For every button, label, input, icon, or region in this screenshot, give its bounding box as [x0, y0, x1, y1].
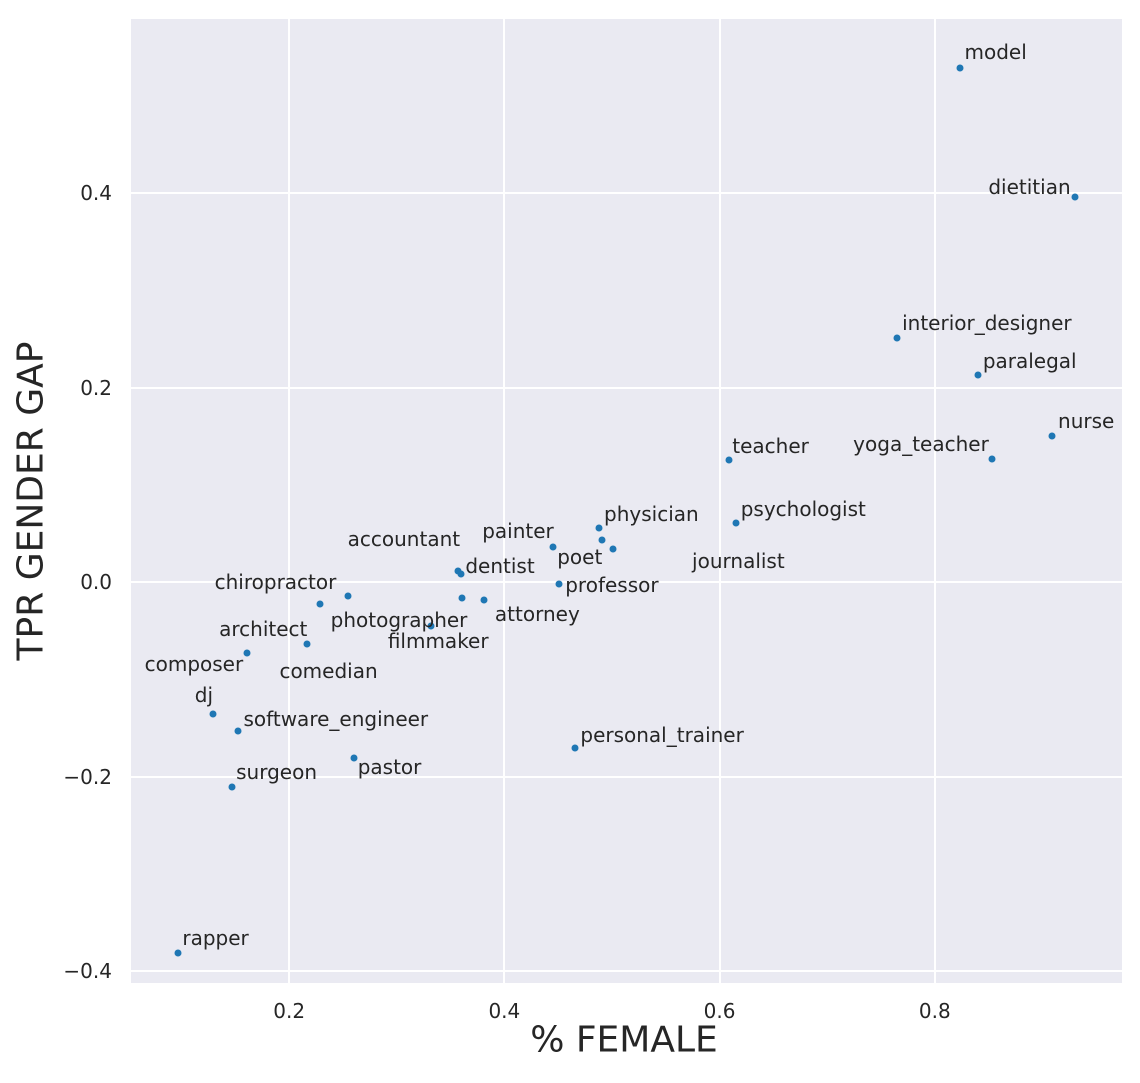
plot-area: model dietitian interior_designer paralegal… — [131, 19, 1122, 983]
data-point-nurse — [1048, 432, 1056, 440]
x-axis-label: % FEMALE — [530, 1019, 718, 1061]
point-label-attorney: attorney — [494, 601, 580, 626]
data-point-interior_designer — [893, 334, 901, 342]
data-point-psychologist — [732, 519, 740, 527]
data-point-accountant — [454, 567, 462, 575]
point-label-software_engineer: software_engineer — [243, 707, 429, 732]
data-point-photographer — [458, 594, 466, 602]
y-tick-label: −0.4 — [63, 959, 112, 984]
y-tick-label: 0.2 — [80, 375, 112, 400]
data-point-model — [956, 64, 964, 72]
point-label-dietitian: dietitian — [988, 175, 1071, 199]
y-tick-label: 0.4 — [80, 181, 112, 206]
data-point-chiropractor — [344, 592, 352, 600]
point-label-surgeon: surgeon — [236, 759, 318, 784]
point-label-professor: professor — [565, 573, 659, 598]
x-tick-label: 0.6 — [703, 999, 736, 1023]
data-point-dj — [209, 710, 217, 718]
data-point-professor — [555, 580, 563, 588]
data-point-software_engineer — [234, 727, 242, 735]
data-point-filmmaker — [427, 622, 435, 630]
data-point-teacher — [725, 456, 733, 464]
data-point-paralegal — [974, 371, 982, 379]
y-tick-label: 0.0 — [80, 570, 112, 595]
gridline-y-−0.4 — [131, 970, 1122, 973]
gridline-x-0.2 — [288, 19, 291, 983]
x-tick-label: 0.4 — [488, 999, 521, 1023]
point-label-photographer: photographer — [330, 607, 468, 632]
gridline-y-−0.2 — [131, 775, 1122, 778]
data-point-surgeon — [228, 783, 236, 790]
data-point-physician — [595, 524, 603, 532]
data-point-personal_trainer — [571, 744, 579, 752]
point-label-psychologist: psychologist — [740, 496, 866, 521]
point-label-architect: architect — [219, 616, 308, 641]
gridline-x-0.6 — [718, 19, 721, 983]
point-label-dentist: dentist — [465, 554, 535, 579]
data-point-comedian — [303, 640, 311, 647]
point-label-filmmaker: filmmaker — [387, 628, 489, 653]
point-label-model: model — [964, 39, 1027, 64]
gridline-y-0.0 — [131, 581, 1122, 584]
point-label-comedian: comedian — [279, 658, 378, 683]
point-label-painter: painter — [482, 519, 554, 544]
data-point-yoga_teacher — [988, 455, 996, 463]
x-tick-label: 0.2 — [273, 999, 306, 1023]
point-label-rapper: rapper — [182, 925, 249, 950]
point-label-personal_trainer: personal_trainer — [580, 722, 744, 747]
data-point-attorney — [480, 596, 488, 604]
point-label-pastor: pastor — [357, 755, 422, 780]
gridline-x-0.4 — [503, 19, 506, 983]
x-tick-label: 0.8 — [918, 999, 951, 1023]
data-point-architect — [316, 600, 324, 608]
point-label-paralegal: paralegal — [982, 349, 1077, 374]
point-label-poet: poet — [557, 545, 603, 570]
data-point-journalist — [609, 545, 617, 553]
data-point-pastor — [350, 754, 358, 762]
data-point-dietitian — [1071, 193, 1079, 201]
gridline-y-0.2 — [131, 386, 1122, 389]
data-point-dentist — [457, 570, 465, 578]
gridline-y-0.4 — [131, 192, 1122, 195]
y-tick-label: −0.2 — [63, 764, 112, 789]
point-label-yoga_teacher: yoga_teacher — [853, 431, 989, 456]
y-axis-label: TPR GENDER GAP — [10, 341, 52, 661]
point-label-composer: composer — [144, 652, 244, 677]
data-point-composer — [243, 649, 251, 657]
point-label-journalist: journalist — [692, 549, 785, 574]
data-point-rapper — [174, 949, 182, 957]
point-label-physician: physician — [604, 501, 699, 526]
point-label-dj: dj — [194, 682, 214, 707]
point-label-teacher: teacher — [732, 433, 809, 458]
point-label-interior_designer: interior_designer — [902, 311, 1072, 336]
data-point-painter — [549, 543, 557, 551]
point-label-accountant: accountant — [347, 526, 461, 551]
point-label-chiropractor: chiropractor — [214, 569, 337, 594]
point-label-nurse: nurse — [1058, 409, 1115, 434]
gridline-x-0.8 — [933, 19, 936, 983]
data-point-poet — [598, 536, 606, 544]
